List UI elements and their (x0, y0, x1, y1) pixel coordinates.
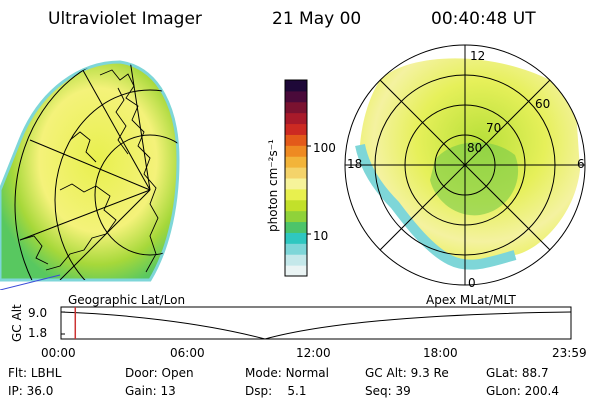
gc-alt-tick-1-8: 1.8 (28, 326, 48, 340)
status-glat-label: GLat: (486, 366, 519, 380)
time-tick-0000: 00:00 (41, 346, 76, 360)
apex-polar-plot (344, 44, 586, 286)
colorbar-cell (285, 188, 307, 201)
colorbar-cell (285, 145, 307, 157)
colorbar-cell (285, 90, 307, 103)
status-glat-value: 88.7 (521, 366, 549, 380)
status-ip-value: 36.0 (26, 384, 54, 398)
image-time: 00:40:48 UT (431, 9, 536, 29)
status-flt-label: Flt: (8, 366, 27, 380)
color-scale-bar (284, 79, 311, 277)
colorbar-cell (285, 156, 307, 168)
instrument-title: Ultraviolet Imager (48, 9, 202, 29)
status-flt-value: LBHL (30, 366, 62, 380)
status-dsp-label: Dsp: (245, 384, 273, 398)
apex-inner-green-region (430, 142, 519, 216)
geo-longitude-line (29, 139, 151, 191)
colorbar-cell (285, 210, 307, 223)
colorbar-cell (285, 123, 307, 135)
geo-latitude-circle (54, 89, 178, 280)
geo-longitude-line (129, 62, 151, 191)
mlt-line-diag (379, 79, 551, 251)
status-seq-value: 39 (395, 384, 411, 398)
altitude-timeline-plot (60, 306, 572, 340)
mlat-label-80: 80 (467, 141, 483, 155)
colorbar-tick-10: 10 (313, 229, 329, 243)
mlat-label-70: 70 (486, 121, 502, 135)
status-door-value: Open (161, 366, 194, 380)
status-gain-value: 13 (160, 384, 176, 398)
mlt-label-6: 6 (577, 157, 585, 171)
colorbar-cell (285, 80, 307, 92)
colorbar-cell (285, 199, 307, 212)
colorbar-cell (285, 112, 307, 125)
status-gc-alt-value: 9.3 Re (410, 366, 449, 380)
status-gc-alt-label: GC Alt: (365, 366, 407, 380)
colorbar-unit-label: photon cm⁻²s⁻¹ (266, 139, 280, 232)
time-tick-1800: 18:00 (423, 346, 458, 360)
geo-longitude-line (79, 64, 151, 191)
geographic-panel-title: Geographic Lat/Lon (68, 293, 186, 307)
status-mode-label: Mode: (245, 366, 282, 380)
mlt-label-18: 18 (347, 157, 363, 171)
status-flt: Flt: LBHL (8, 366, 61, 380)
status-gain: Gain: 13 (125, 384, 176, 398)
colorbar-cell (285, 221, 307, 233)
status-gain-label: Gain: (125, 384, 157, 398)
image-date: 21 May 00 (272, 9, 362, 29)
status-ip-label: IP: (8, 384, 23, 398)
mlt-label-12: 12 (470, 49, 486, 63)
colorbar-tick-100: 100 (313, 141, 336, 155)
colorbar-cell (285, 265, 307, 277)
status-glon-label: GLon: (486, 384, 521, 398)
geographic-auroral-oval (0, 60, 180, 282)
gc-alt-tick-9: 9.0 (28, 306, 48, 320)
apex-panel-title: Apex MLat/MLT (426, 293, 516, 307)
status-glon: GLon: 200.4 (486, 384, 559, 398)
altitude-curve (60, 311, 572, 340)
status-gc-alt: GC Alt: 9.3 Re (365, 366, 449, 380)
status-dsp-value: 5.1 (287, 384, 307, 398)
coastlines (19, 69, 159, 273)
geo-longitude-line (19, 189, 151, 241)
mlt-label-0: 0 (468, 276, 476, 290)
status-mode: Mode: Normal (245, 366, 329, 380)
geo-latitude-circle (14, 62, 178, 280)
time-tick-0600: 06:00 (170, 346, 205, 360)
status-dsp: Dsp: 5.1 (245, 384, 307, 398)
status-door-label: Door: (125, 366, 158, 380)
colorbar-cell (285, 254, 307, 266)
geo-longitude-line (59, 189, 151, 280)
status-seq-label: Seq: (365, 384, 392, 398)
status-mode-value: Normal (285, 366, 329, 380)
mlat-label-60: 60 (535, 97, 551, 111)
apex-auroral-edge (355, 143, 517, 270)
colorbar-cell (285, 134, 307, 146)
status-seq: Seq: 39 (365, 384, 411, 398)
colorbar-cell (285, 243, 307, 255)
status-ip: IP: 36.0 (8, 384, 53, 398)
status-glat: GLat: 88.7 (486, 366, 549, 380)
colorbar-cell (285, 101, 307, 114)
colorbar-cell (285, 167, 307, 179)
geo-latitude-circle (94, 134, 178, 256)
time-tick-1200: 12:00 (296, 346, 331, 360)
status-door: Door: Open (125, 366, 194, 380)
gc-alt-axis-label: GC Alt (10, 304, 24, 342)
status-glon-value: 200.4 (524, 384, 559, 398)
geographic-image (0, 60, 180, 290)
geo-track-line (0, 274, 61, 290)
time-tick-2359: 23:59 (552, 346, 587, 360)
colorbar-cell (285, 232, 307, 244)
colorbar-cell (285, 178, 307, 190)
